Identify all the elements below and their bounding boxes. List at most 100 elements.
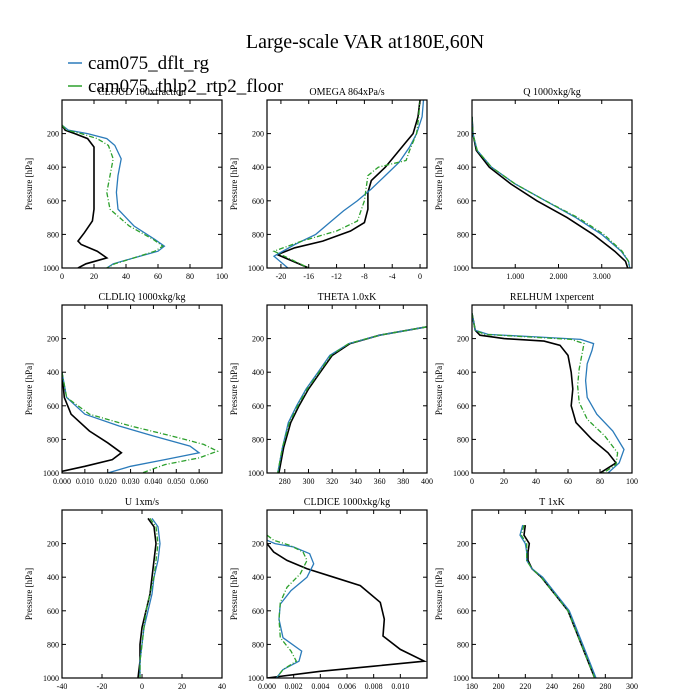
series-line-reference: [278, 326, 427, 473]
plot-frame: [471, 99, 633, 269]
y-tick-label: 1000: [453, 264, 469, 273]
legend-label-dflt: cam075_dflt_rg: [88, 53, 210, 74]
y-tick-label: 200: [457, 335, 469, 344]
x-tick-label: 0.004: [311, 682, 329, 691]
y-tick-label: 800: [47, 435, 59, 444]
y-tick-label: 1000: [43, 264, 59, 273]
series-line-dflt: [519, 524, 597, 678]
series-line-reference: [472, 116, 629, 268]
y-axis-label: Pressure [hPa]: [434, 568, 444, 620]
series-line-floor: [62, 372, 220, 473]
x-tick-label: 260: [573, 682, 585, 691]
x-tick-label: 0.002: [285, 682, 303, 691]
x-tick-label: 80: [186, 272, 194, 281]
y-tick-label: 400: [252, 573, 264, 582]
panel-title: THETA 1.0xK: [318, 292, 377, 303]
y-tick-label: 800: [252, 435, 264, 444]
y-tick-label: 1000: [453, 469, 469, 478]
series-line-reference: [137, 517, 157, 678]
x-tick-label: 60: [564, 477, 572, 486]
x-tick-label: -16: [303, 272, 314, 281]
y-axis-label: Pressure [hPa]: [229, 158, 239, 210]
x-tick-label: 2.000: [549, 272, 567, 281]
series-line-floor: [139, 518, 159, 678]
y-tick-label: 800: [457, 640, 469, 649]
y-tick-label: 600: [252, 197, 264, 206]
x-tick-label: 0: [60, 272, 64, 281]
panel-title: T 1xK: [539, 497, 565, 508]
y-tick-label: 800: [457, 230, 469, 239]
y-tick-label: 1000: [248, 469, 264, 478]
x-tick-label: 0.000: [53, 477, 71, 486]
y-tick-label: 1000: [248, 264, 264, 273]
y-tick-label: 200: [457, 540, 469, 549]
x-tick-label: 40: [218, 682, 226, 691]
x-tick-label: -12: [331, 272, 342, 281]
y-tick-label: 600: [252, 402, 264, 411]
x-tick-label: 380: [397, 477, 409, 486]
y-tick-label: 600: [457, 607, 469, 616]
x-tick-label: -4: [389, 272, 396, 281]
y-tick-label: 400: [457, 368, 469, 377]
legend: cam075_dflt_rg cam075_thlp2_rtp2_floor: [68, 53, 284, 97]
plot-frame: [266, 304, 428, 474]
plot-frame: [61, 99, 223, 269]
y-tick-label: 200: [252, 540, 264, 549]
y-axis-label: Pressure [hPa]: [24, 363, 34, 415]
panel-2: OMEGA 864xPa/s Pressure [hPa] 200 400 600 800…: [229, 87, 428, 281]
y-tick-label: 200: [47, 335, 59, 344]
x-tick-label: 200: [493, 682, 505, 691]
y-tick-label: 200: [252, 130, 264, 139]
plot-frame: [61, 304, 223, 474]
panel-title: U 1xm/s: [125, 497, 159, 508]
x-tick-label: 0.008: [365, 682, 383, 691]
y-tick-label: 400: [47, 163, 59, 172]
y-axis-label: Pressure [hPa]: [434, 158, 444, 210]
panel-title: CLDLIQ 1000xkg/kg: [99, 292, 186, 303]
x-tick-label: 240: [546, 682, 558, 691]
y-axis-label: Pressure [hPa]: [24, 158, 34, 210]
y-axis-label: Pressure [hPa]: [229, 568, 239, 620]
x-tick-label: 0: [140, 682, 144, 691]
x-tick-label: 400: [421, 477, 433, 486]
series-line-floor: [272, 100, 421, 268]
x-tick-label: 100: [626, 477, 638, 486]
panel-5: THETA 1.0xK Pressure [hPa] 200 400 600 800 100…: [229, 292, 433, 486]
y-tick-label: 800: [47, 230, 59, 239]
panel-title: OMEGA 864xPa/s: [309, 87, 384, 98]
x-tick-label: 20: [90, 272, 98, 281]
y-tick-label: 200: [457, 130, 469, 139]
series-line-dflt: [62, 124, 166, 268]
y-axis-label: Pressure [hPa]: [229, 363, 239, 415]
y-tick-label: 200: [47, 540, 59, 549]
series-line-dflt: [62, 372, 201, 473]
series-line-reference: [267, 543, 427, 678]
x-tick-label: 0.060: [190, 477, 208, 486]
y-tick-label: 1000: [43, 674, 59, 683]
series-line-floor: [472, 313, 619, 473]
x-tick-label: 0: [418, 272, 422, 281]
y-tick-label: 600: [47, 607, 59, 616]
y-tick-label: 600: [47, 402, 59, 411]
panel-title: RELHUM 1xpercent: [510, 292, 594, 303]
y-tick-label: 600: [47, 197, 59, 206]
y-tick-label: 400: [457, 573, 469, 582]
y-tick-label: 400: [252, 163, 264, 172]
y-tick-label: 200: [252, 335, 264, 344]
panel-4: CLDLIQ 1000xkg/kg Pressure [hPa] 200 400 600…: [24, 292, 223, 486]
y-tick-label: 400: [457, 163, 469, 172]
x-tick-label: -20: [97, 682, 108, 691]
x-tick-label: 3.000: [593, 272, 611, 281]
y-tick-label: 1000: [453, 674, 469, 683]
x-tick-label: 0.010: [391, 682, 409, 691]
x-tick-label: 300: [626, 682, 638, 691]
series-line-floor: [277, 326, 427, 473]
x-tick-label: 0.020: [99, 477, 117, 486]
x-tick-label: -20: [276, 272, 287, 281]
y-tick-label: 1000: [43, 469, 59, 478]
plot-frame: [61, 509, 223, 679]
